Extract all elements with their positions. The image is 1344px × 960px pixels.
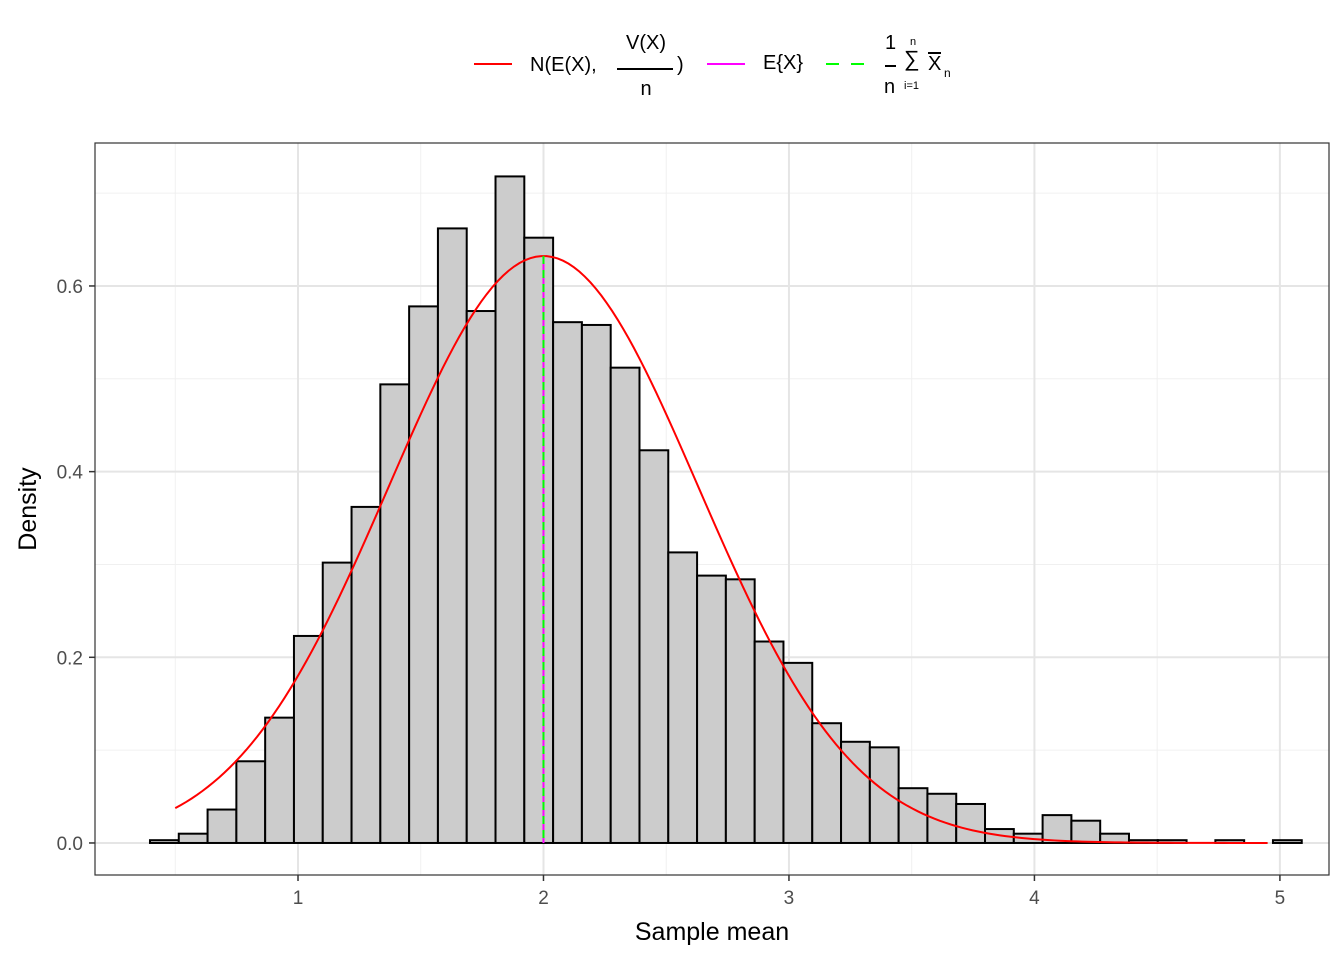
- histogram-bar: [638, 449, 670, 844]
- legend-key-normal: [474, 63, 512, 65]
- histogram-bar: [350, 505, 382, 844]
- legend-sum-top: n: [910, 36, 917, 48]
- histogram-bar: [177, 832, 209, 844]
- legend-key-sample-mean: [826, 63, 864, 65]
- histogram-bar: [1070, 819, 1102, 844]
- histogram-bar: [782, 661, 814, 844]
- plot-panel-border: [94, 142, 1330, 876]
- histogram-bar: [840, 740, 871, 844]
- fraction-bar: [885, 65, 896, 67]
- y-tick-label: 0.2: [57, 648, 83, 669]
- legend-normal-den: n: [640, 78, 652, 100]
- legend-normal-suffix: ): [677, 54, 684, 76]
- x-tick-label: 4: [1029, 888, 1040, 909]
- fraction-bar: [617, 68, 673, 70]
- legend-sample-num: 1: [885, 32, 897, 54]
- x-tick-label: 2: [538, 888, 549, 909]
- legend-sample-den: n: [884, 76, 896, 98]
- x-tick-label: 5: [1275, 888, 1286, 909]
- histogram-bar: [868, 746, 900, 844]
- legend-expectation-label: E{X}: [763, 52, 804, 74]
- histogram-bar: [552, 321, 583, 844]
- x-tick-label: 1: [293, 888, 304, 909]
- y-tick-label: 0.6: [57, 277, 83, 298]
- legend-sum-bottom: i=1: [904, 80, 919, 92]
- histogram-bar: [753, 640, 785, 844]
- y-axis-title: Density: [14, 467, 42, 551]
- histogram-bar: [235, 760, 267, 844]
- histogram-bar: [1271, 839, 1303, 844]
- y-tick-label: 0.4: [57, 463, 84, 484]
- legend-normal-num: V(X): [626, 32, 666, 54]
- histogram-bar: [321, 561, 353, 844]
- histogram-bar: [264, 716, 295, 844]
- histogram-bar: [379, 383, 411, 844]
- histogram-bar: [897, 787, 929, 844]
- legend: N(E(X), V(X) n ) E{X} 1 n n ∑ i=1 X n: [474, 30, 954, 100]
- histogram-bar: [494, 175, 526, 844]
- legend-key-expectation: [707, 63, 745, 65]
- histogram-bar: [523, 236, 555, 844]
- histogram-bar: [609, 366, 641, 844]
- x-axis-title: Sample mean: [635, 918, 789, 946]
- x-tick-label: 3: [784, 888, 795, 909]
- histogram-bar: [955, 802, 987, 844]
- sum-icon: ∑: [904, 46, 920, 71]
- legend-sample-sub: n: [944, 66, 951, 80]
- histogram-bar: [811, 722, 843, 844]
- histogram-bar: [580, 323, 612, 844]
- histogram-bar: [436, 227, 468, 844]
- histogram-bar: [667, 551, 699, 844]
- histogram-bar: [696, 574, 727, 844]
- histogram-bar: [206, 808, 238, 844]
- legend-sample-var: X: [928, 52, 942, 75]
- histogram-bar: [148, 839, 180, 844]
- normal-density-curve: [174, 255, 1268, 844]
- histogram-bar: [465, 310, 497, 844]
- y-tick-label: 0.0: [57, 834, 83, 855]
- histogram-bar: [1041, 814, 1073, 844]
- histogram-bar: [724, 578, 756, 844]
- histogram-bar: [292, 634, 324, 844]
- legend-normal-prefix: N(E(X),: [530, 54, 597, 76]
